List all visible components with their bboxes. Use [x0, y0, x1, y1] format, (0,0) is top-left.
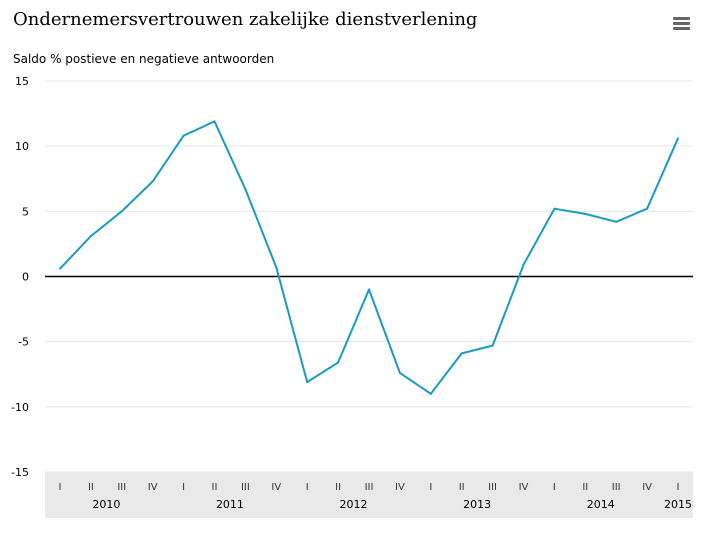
x-tick-label: III: [612, 482, 621, 493]
y-tick-label: -5: [18, 336, 29, 349]
data-point: [368, 288, 370, 291]
data-point: [522, 263, 525, 266]
x-tick-label: II: [459, 482, 465, 493]
x-tick-label: III: [488, 482, 497, 493]
x-year-label: 2015: [664, 498, 692, 511]
x-year-label: 2010: [92, 498, 120, 511]
data-point: [429, 392, 432, 395]
x-tick-label: IV: [148, 482, 158, 493]
data-point: [151, 180, 154, 183]
series-line: [59, 120, 679, 395]
data-point: [59, 267, 61, 270]
y-tick-label: 15: [15, 75, 29, 88]
y-tick-label: -15: [11, 466, 29, 479]
data-point: [553, 207, 556, 210]
x-axis-band: [45, 472, 693, 518]
data-point: [275, 266, 278, 269]
x-tick-label: I: [59, 482, 62, 493]
y-tick-label: -10: [11, 401, 29, 414]
x-tick-label: IV: [271, 482, 281, 493]
data-point: [244, 188, 247, 191]
hamburger-menu-icon[interactable]: [671, 15, 693, 33]
x-tick-label: I: [677, 482, 680, 493]
data-point: [677, 137, 679, 140]
x-year-label: 2012: [340, 498, 368, 511]
x-tick-label: III: [365, 482, 374, 493]
x-tick-label: II: [335, 482, 341, 493]
data-point: [120, 210, 123, 213]
x-tick-label: I: [553, 482, 556, 493]
x-tick-label: I: [429, 482, 432, 493]
x-tick-label: IV: [642, 482, 652, 493]
x-tick-label: IV: [519, 482, 529, 493]
x-tick-label: IV: [395, 482, 405, 493]
x-tick-label: III: [117, 482, 126, 493]
x-tick-label: II: [582, 482, 588, 493]
data-point: [646, 207, 649, 210]
y-tick-label: 5: [22, 205, 29, 218]
data-point: [398, 371, 401, 374]
x-tick-label: II: [88, 482, 94, 493]
data-point: [213, 120, 216, 123]
x-tick-label: I: [306, 482, 309, 493]
data-point: [337, 361, 340, 364]
x-tick-label: II: [212, 482, 218, 493]
data-point: [89, 235, 92, 238]
x-year-label: 2014: [587, 498, 615, 511]
x-year-label: 2013: [463, 498, 491, 511]
data-point: [491, 344, 494, 347]
x-year-label: 2011: [216, 498, 244, 511]
x-tick-label: III: [241, 482, 250, 493]
data-point: [615, 220, 618, 223]
data-point: [460, 352, 463, 355]
chart-title: Ondernemersvertrouwen zakelijke dienstve…: [13, 9, 478, 30]
data-point: [306, 381, 309, 384]
x-tick-label: I: [182, 482, 185, 493]
y-tick-label: 0: [22, 271, 29, 284]
y-tick-label: 10: [15, 140, 29, 153]
y-axis-label: Saldo % postieve en negatieve antwoorden: [13, 52, 275, 66]
data-point: [584, 212, 587, 215]
data-point: [182, 134, 185, 137]
